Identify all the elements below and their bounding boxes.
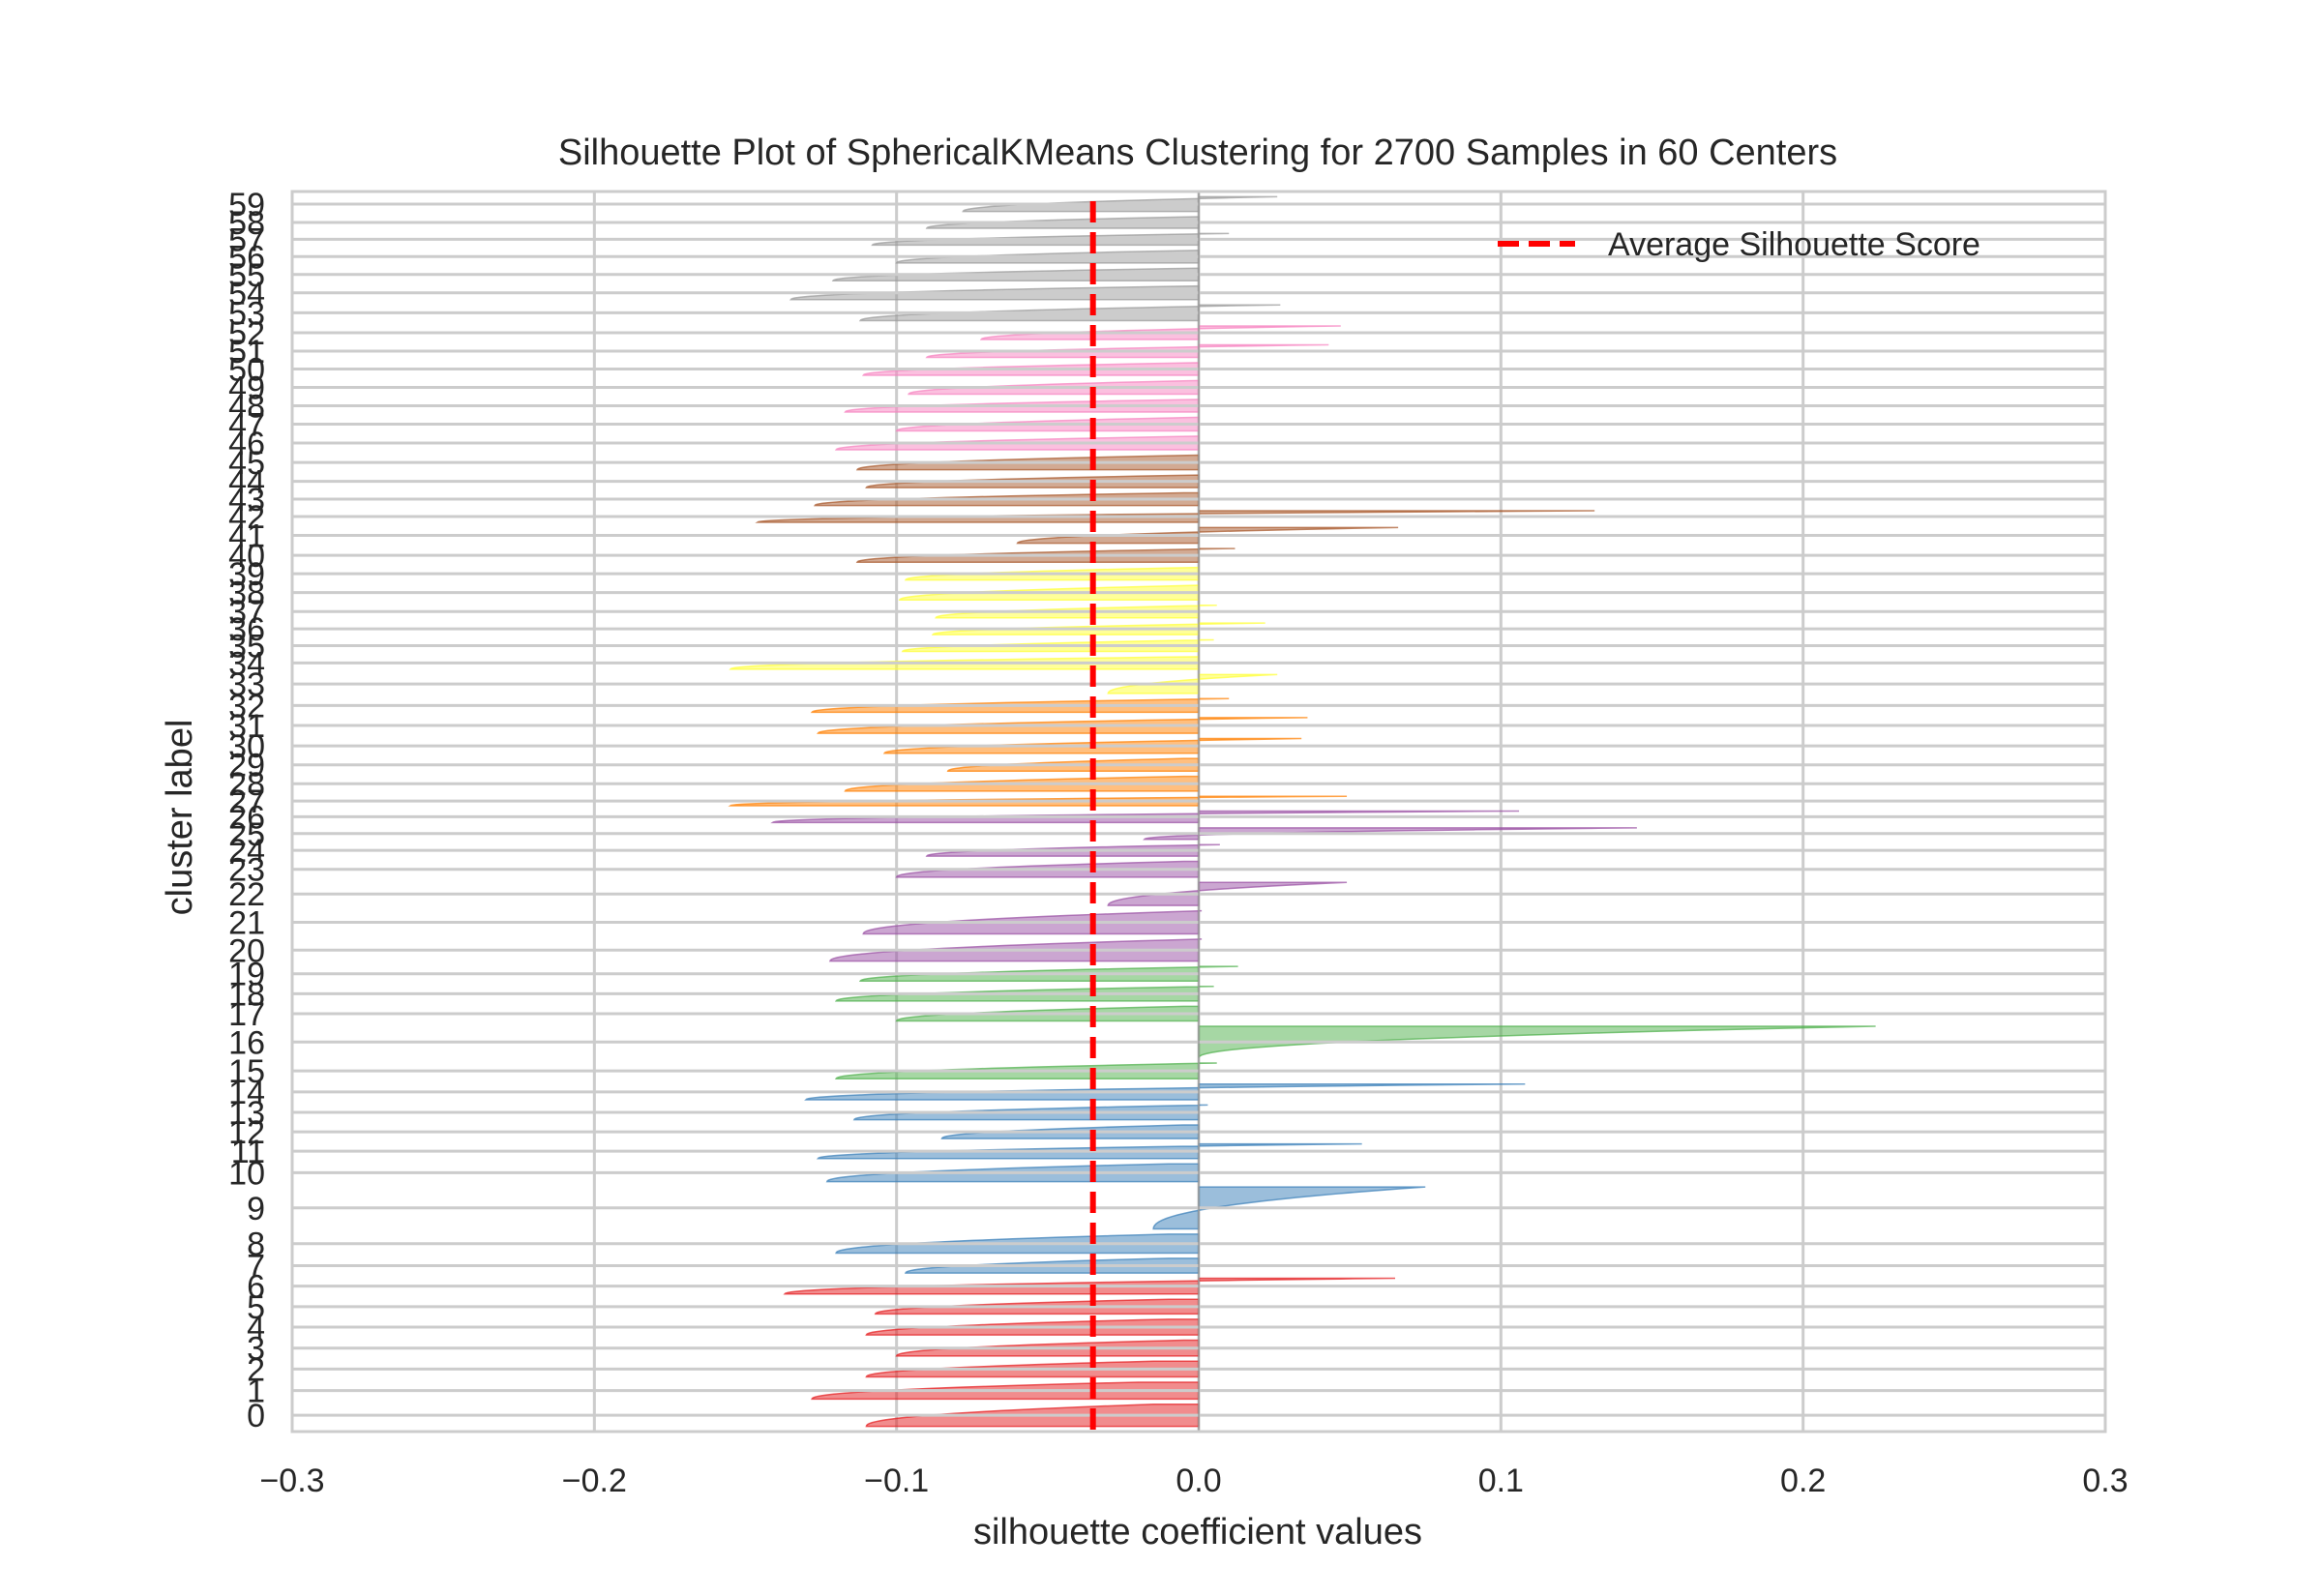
plot-frame xyxy=(290,190,2107,1433)
y-tick-label: 35 xyxy=(228,628,265,665)
y-tick-label: 50 xyxy=(228,351,265,388)
y-tick-label: 2 xyxy=(247,1351,265,1388)
y-tick-label: 27 xyxy=(228,783,265,820)
y-tick-label: 4 xyxy=(247,1310,265,1346)
chart-title: Silhouette Plot of SphericalKMeans Clust… xyxy=(558,133,1837,173)
y-tick-label: 16 xyxy=(228,1024,265,1061)
x-tick-label: −0.2 xyxy=(562,1463,627,1499)
y-tick-label: 23 xyxy=(228,852,265,889)
x-tick-label: 0.2 xyxy=(1780,1463,1826,1499)
y-tick-label: 58 xyxy=(228,205,265,242)
y-tick-label: 25 xyxy=(228,816,265,853)
x-axis-ticks: −0.3 −0.2 −0.1 0.0 0.1 0.2 0.3 xyxy=(259,1463,2128,1499)
y-tick-label: 55 xyxy=(228,257,265,294)
x-tick-label: 0.1 xyxy=(1478,1463,1524,1499)
y-tick-label: 45 xyxy=(228,445,265,482)
y-tick-label: 10 xyxy=(228,1155,265,1192)
y-tick-label: 46 xyxy=(228,426,265,462)
y-tick-label: 33 xyxy=(228,666,265,703)
y-tick-label: 1 xyxy=(247,1374,265,1410)
y-tick-label: 18 xyxy=(228,976,265,1013)
y-tick-label: 56 xyxy=(228,239,265,276)
legend: Average Silhouette Score xyxy=(1498,226,1980,263)
x-tick-label: 0.3 xyxy=(2082,1463,2128,1499)
y-tick-label: 29 xyxy=(228,748,265,784)
y-tick-label: 5 xyxy=(247,1289,265,1326)
y-tick-label: 48 xyxy=(228,388,265,425)
y-tick-label: 31 xyxy=(228,708,265,745)
y-tick-label: 17 xyxy=(228,996,265,1033)
y-tick-label: 43 xyxy=(228,482,265,518)
y-tick-label: 6 xyxy=(247,1269,265,1306)
plot-area xyxy=(290,190,2107,1433)
y-tick-label: 24 xyxy=(228,833,265,870)
legend-label: Average Silhouette Score xyxy=(1608,226,1980,263)
y-tick-label: 51 xyxy=(228,334,265,370)
y-tick-label: 30 xyxy=(228,728,265,765)
y-tick-label: 53 xyxy=(228,295,265,332)
y-tick-label: 39 xyxy=(228,556,265,593)
y-axis-ticks: 0123456789101112131415161718192021222324… xyxy=(228,187,265,1434)
y-tick-label: 19 xyxy=(228,957,265,993)
y-tick-label: 49 xyxy=(228,369,265,406)
y-tick-label: 7 xyxy=(247,1248,265,1285)
x-tick-label: 0.0 xyxy=(1176,1463,1221,1499)
y-tick-label: 11 xyxy=(231,1134,265,1170)
y-tick-label: 47 xyxy=(228,406,265,443)
y-tick-label: 20 xyxy=(228,932,265,969)
y-tick-label: 32 xyxy=(228,688,265,724)
y-tick-label: 14 xyxy=(228,1075,265,1111)
y-tick-label: 28 xyxy=(228,766,265,803)
x-axis-label: silhouette coefficient values xyxy=(973,1512,1422,1552)
y-tick-label: 15 xyxy=(228,1053,265,1090)
y-tick-label: 22 xyxy=(228,876,265,913)
y-tick-label: 40 xyxy=(228,538,265,575)
y-tick-label: 0 xyxy=(247,1398,265,1434)
y-axis-label: cluster label xyxy=(160,720,200,916)
y-tick-label: 34 xyxy=(228,645,265,682)
y-tick-label: 36 xyxy=(228,611,265,648)
y-tick-label: 38 xyxy=(228,576,265,612)
y-tick-label: 13 xyxy=(228,1095,265,1132)
y-tick-label: 52 xyxy=(228,315,265,352)
y-tick-label: 41 xyxy=(228,518,265,555)
y-tick-label: 3 xyxy=(247,1331,265,1368)
y-tick-label: 54 xyxy=(228,276,265,312)
y-tick-label: 21 xyxy=(228,905,265,942)
y-tick-label: 37 xyxy=(228,594,265,631)
y-tick-label: 9 xyxy=(247,1191,265,1227)
y-tick-label: 44 xyxy=(228,464,265,501)
y-tick-label: 59 xyxy=(228,187,265,223)
x-tick-label: −0.3 xyxy=(259,1463,324,1499)
y-tick-label: 26 xyxy=(228,799,265,836)
x-tick-label: −0.1 xyxy=(864,1463,929,1499)
y-tick-label: 57 xyxy=(228,222,265,258)
y-tick-label: 8 xyxy=(247,1227,265,1263)
y-tick-label: 42 xyxy=(228,499,265,536)
y-tick-label: 12 xyxy=(228,1114,265,1151)
